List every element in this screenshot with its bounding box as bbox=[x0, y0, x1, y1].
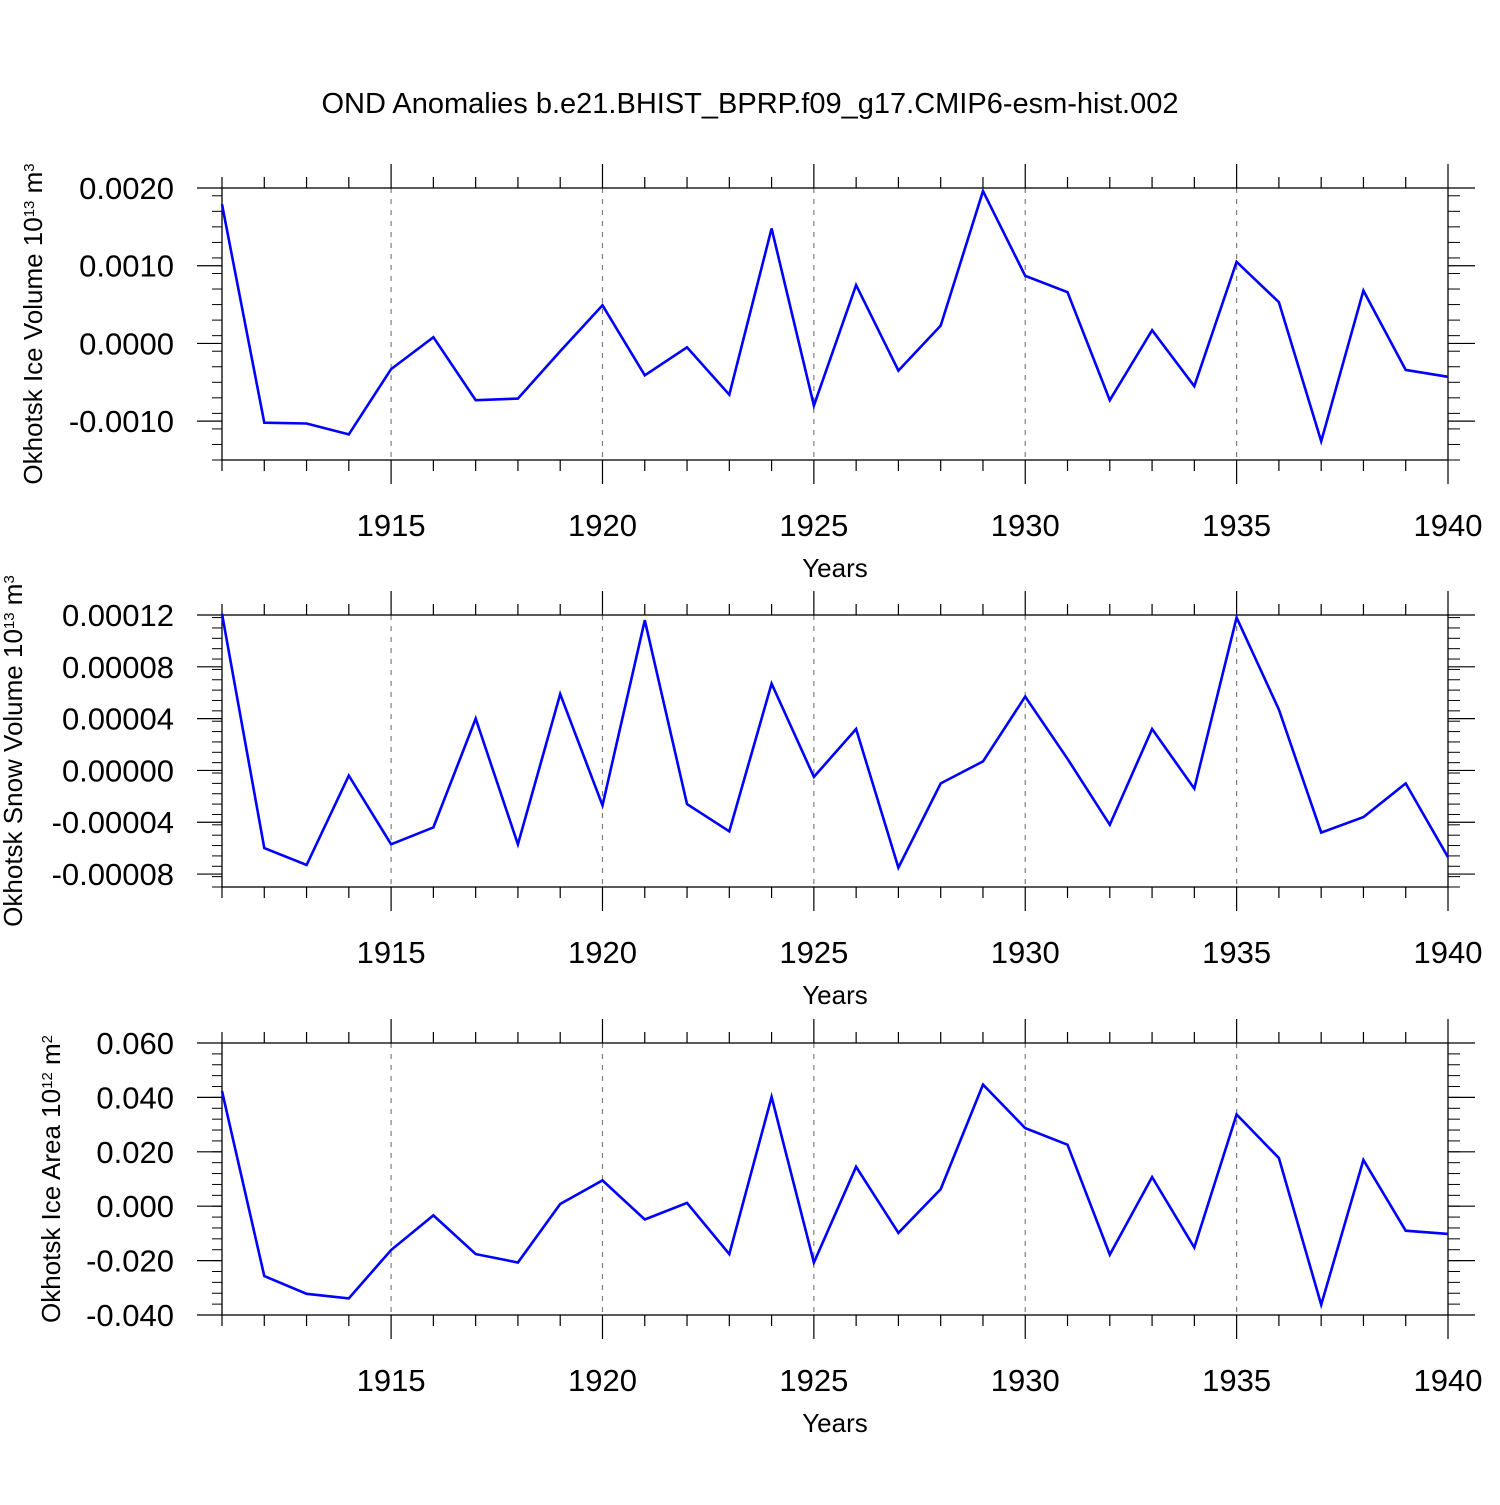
plot-frame bbox=[221, 187, 1449, 461]
y-tick-label: 0.00004 bbox=[62, 702, 174, 737]
x-axis-label: Years bbox=[802, 1408, 868, 1438]
x-tick-label: 1940 bbox=[1414, 935, 1483, 970]
series-line bbox=[220, 187, 1449, 446]
x-axis-label: Years bbox=[802, 553, 868, 583]
y-tick-label: 0.0020 bbox=[79, 171, 174, 206]
y-tick-label: 0.040 bbox=[96, 1080, 174, 1115]
x-tick-label: 1940 bbox=[1414, 508, 1483, 543]
x-tick-label: 1930 bbox=[991, 508, 1060, 543]
chart-panel-1: -0.0010 0.0000 0.0010 0.0020 1915 1920 1925 193… bbox=[18, 163, 1482, 583]
y-tick-label: 0.0000 bbox=[79, 326, 174, 361]
series-line bbox=[220, 1082, 1449, 1310]
chart-panel-3: -0.040 -0.020 0.000 0.020 0.040 0.060 1915 1920… bbox=[36, 1019, 1482, 1438]
chart-panel-2: -0.00008 -0.00004 0.00000 0.00004 0.00008 0.0… bbox=[0, 575, 1482, 1010]
y-tick-label: -0.020 bbox=[86, 1244, 174, 1279]
series-line bbox=[220, 613, 1450, 872]
x-tick-label: 1920 bbox=[568, 1363, 637, 1398]
y-axis-label: Okhotsk Ice Volume 1013 m3 bbox=[18, 163, 48, 484]
y-tick-label: -0.0010 bbox=[69, 404, 174, 439]
y-axis-label: Okhotsk Snow Volume 1013 m3 bbox=[0, 575, 28, 927]
x-tick-label: 1925 bbox=[779, 508, 848, 543]
x-tick-label: 1920 bbox=[568, 935, 637, 970]
x-tick-label: 1915 bbox=[357, 1363, 426, 1398]
x-tick-label: 1935 bbox=[1202, 935, 1271, 970]
y-axis-label: Okhotsk Ice Area 1012 m2 bbox=[36, 1035, 66, 1323]
x-tick-label: 1940 bbox=[1414, 1363, 1483, 1398]
plot-frame bbox=[221, 614, 1449, 888]
x-tick-label: 1935 bbox=[1202, 508, 1271, 543]
y-tick-label: -0.00004 bbox=[52, 805, 174, 840]
y-tick-label: -0.00008 bbox=[52, 857, 174, 892]
y-tick-label: 0.060 bbox=[96, 1026, 174, 1061]
x-tick-label: 1930 bbox=[991, 935, 1060, 970]
x-tick-label: 1930 bbox=[991, 1363, 1060, 1398]
y-tick-label: 0.00012 bbox=[62, 598, 174, 633]
y-tick-label: 0.0010 bbox=[79, 249, 174, 284]
x-tick-label: 1925 bbox=[779, 935, 848, 970]
y-tick-label: 0.00008 bbox=[62, 650, 174, 685]
x-tick-label: 1920 bbox=[568, 508, 637, 543]
x-tick-label: 1915 bbox=[357, 935, 426, 970]
x-tick-label: 1935 bbox=[1202, 1363, 1271, 1398]
x-tick-label: 1925 bbox=[779, 1363, 848, 1398]
y-tick-label: 0.020 bbox=[96, 1135, 174, 1170]
x-axis-label: Years bbox=[802, 980, 868, 1010]
y-tick-label: -0.040 bbox=[86, 1298, 174, 1333]
y-tick-label: 0.000 bbox=[96, 1189, 174, 1224]
x-tick-label: 1915 bbox=[357, 508, 426, 543]
y-tick-label: 0.00000 bbox=[62, 753, 174, 788]
plot-frame bbox=[221, 1042, 1449, 1316]
figure-title: OND Anomalies b.e21.BHIST_BPRP.f09_g17.C… bbox=[322, 88, 1179, 120]
